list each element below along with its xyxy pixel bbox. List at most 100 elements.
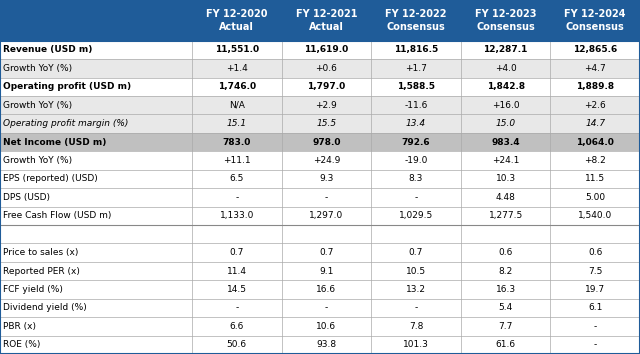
Text: +16.0: +16.0 bbox=[492, 101, 520, 110]
Text: 10.3: 10.3 bbox=[495, 175, 516, 183]
Text: PBR (x): PBR (x) bbox=[3, 322, 36, 331]
Text: +1.7: +1.7 bbox=[405, 64, 427, 73]
FancyBboxPatch shape bbox=[0, 299, 640, 317]
Text: 10.5: 10.5 bbox=[406, 267, 426, 275]
Text: +24.9: +24.9 bbox=[313, 156, 340, 165]
Text: Consensus: Consensus bbox=[387, 22, 445, 32]
Text: 93.8: 93.8 bbox=[316, 340, 337, 349]
Text: 10.6: 10.6 bbox=[316, 322, 337, 331]
FancyBboxPatch shape bbox=[0, 151, 640, 170]
Text: 5.4: 5.4 bbox=[499, 303, 513, 313]
Text: 1,297.0: 1,297.0 bbox=[309, 211, 344, 220]
Text: 11.4: 11.4 bbox=[227, 267, 247, 275]
FancyBboxPatch shape bbox=[0, 0, 640, 41]
Text: Growth YoY (%): Growth YoY (%) bbox=[3, 101, 72, 110]
Text: 1,277.5: 1,277.5 bbox=[488, 211, 523, 220]
Text: Actual: Actual bbox=[220, 22, 254, 32]
Text: 11,619.0: 11,619.0 bbox=[304, 45, 349, 55]
FancyBboxPatch shape bbox=[0, 188, 640, 207]
Text: 13.2: 13.2 bbox=[406, 285, 426, 294]
Text: Growth YoY (%): Growth YoY (%) bbox=[3, 64, 72, 73]
FancyBboxPatch shape bbox=[0, 262, 640, 280]
FancyBboxPatch shape bbox=[0, 78, 640, 96]
Text: 11,551.0: 11,551.0 bbox=[215, 45, 259, 55]
Text: FY 12-2023: FY 12-2023 bbox=[475, 9, 536, 19]
Text: 7.5: 7.5 bbox=[588, 267, 602, 275]
Text: +0.6: +0.6 bbox=[316, 64, 337, 73]
Text: 1,133.0: 1,133.0 bbox=[220, 211, 254, 220]
Text: -: - bbox=[414, 193, 418, 202]
Text: 61.6: 61.6 bbox=[495, 340, 516, 349]
FancyBboxPatch shape bbox=[0, 207, 640, 225]
Text: Consensus: Consensus bbox=[476, 22, 535, 32]
Text: 1,588.5: 1,588.5 bbox=[397, 82, 435, 91]
Text: 1,842.8: 1,842.8 bbox=[486, 82, 525, 91]
Text: DPS (USD): DPS (USD) bbox=[3, 193, 50, 202]
Text: 15.5: 15.5 bbox=[316, 119, 337, 128]
Text: -11.6: -11.6 bbox=[404, 101, 428, 110]
Text: 1,029.5: 1,029.5 bbox=[399, 211, 433, 220]
Text: 50.6: 50.6 bbox=[227, 340, 247, 349]
Text: -19.0: -19.0 bbox=[404, 156, 428, 165]
Text: FY 12-2021: FY 12-2021 bbox=[296, 9, 357, 19]
Text: Net Income (USD m): Net Income (USD m) bbox=[3, 138, 107, 147]
Text: 792.6: 792.6 bbox=[402, 138, 430, 147]
Text: Revenue (USD m): Revenue (USD m) bbox=[3, 45, 93, 55]
Text: +4.7: +4.7 bbox=[584, 64, 606, 73]
Text: -: - bbox=[324, 303, 328, 313]
FancyBboxPatch shape bbox=[0, 133, 640, 151]
Text: 4.48: 4.48 bbox=[495, 193, 516, 202]
Text: 101.3: 101.3 bbox=[403, 340, 429, 349]
Text: 13.4: 13.4 bbox=[406, 119, 426, 128]
Text: Growth YoY (%): Growth YoY (%) bbox=[3, 156, 72, 165]
Text: -: - bbox=[235, 303, 239, 313]
Text: -: - bbox=[414, 303, 418, 313]
Text: 12,865.6: 12,865.6 bbox=[573, 45, 618, 55]
Text: -: - bbox=[324, 193, 328, 202]
Text: 0.7: 0.7 bbox=[230, 248, 244, 257]
FancyBboxPatch shape bbox=[0, 114, 640, 133]
Text: 1,540.0: 1,540.0 bbox=[578, 211, 612, 220]
Text: 983.4: 983.4 bbox=[492, 138, 520, 147]
Text: -: - bbox=[593, 322, 597, 331]
Text: 783.0: 783.0 bbox=[223, 138, 251, 147]
Text: 0.6: 0.6 bbox=[499, 248, 513, 257]
Text: 1,797.0: 1,797.0 bbox=[307, 82, 346, 91]
Text: EPS (reported) (USD): EPS (reported) (USD) bbox=[3, 175, 98, 183]
Text: FCF yield (%): FCF yield (%) bbox=[3, 285, 63, 294]
FancyBboxPatch shape bbox=[0, 170, 640, 188]
Text: Reported PER (x): Reported PER (x) bbox=[3, 267, 80, 275]
FancyBboxPatch shape bbox=[0, 280, 640, 299]
Text: 16.3: 16.3 bbox=[495, 285, 516, 294]
Text: -: - bbox=[593, 340, 597, 349]
Text: 14.5: 14.5 bbox=[227, 285, 247, 294]
Text: 1,889.8: 1,889.8 bbox=[576, 82, 614, 91]
Text: Price to sales (x): Price to sales (x) bbox=[3, 248, 79, 257]
Text: Consensus: Consensus bbox=[566, 22, 625, 32]
Text: +2.6: +2.6 bbox=[584, 101, 606, 110]
Text: Operating profit margin (%): Operating profit margin (%) bbox=[3, 119, 129, 128]
Text: FY 12-2020: FY 12-2020 bbox=[206, 9, 268, 19]
Text: 0.7: 0.7 bbox=[409, 248, 423, 257]
Text: 6.5: 6.5 bbox=[230, 175, 244, 183]
Text: +4.0: +4.0 bbox=[495, 64, 516, 73]
FancyBboxPatch shape bbox=[0, 225, 640, 244]
Text: N/A: N/A bbox=[229, 101, 244, 110]
FancyBboxPatch shape bbox=[0, 244, 640, 262]
Text: 0.7: 0.7 bbox=[319, 248, 333, 257]
Text: 8.3: 8.3 bbox=[409, 175, 423, 183]
FancyBboxPatch shape bbox=[0, 336, 640, 354]
Text: 19.7: 19.7 bbox=[585, 285, 605, 294]
Text: FY 12-2022: FY 12-2022 bbox=[385, 9, 447, 19]
Text: 15.0: 15.0 bbox=[495, 119, 516, 128]
Text: ROE (%): ROE (%) bbox=[3, 340, 40, 349]
Text: 16.6: 16.6 bbox=[316, 285, 337, 294]
Text: 11,816.5: 11,816.5 bbox=[394, 45, 438, 55]
Text: Actual: Actual bbox=[309, 22, 344, 32]
Text: 6.6: 6.6 bbox=[230, 322, 244, 331]
Text: +2.9: +2.9 bbox=[316, 101, 337, 110]
Text: 1,064.0: 1,064.0 bbox=[576, 138, 614, 147]
Text: 15.1: 15.1 bbox=[227, 119, 247, 128]
Text: +1.4: +1.4 bbox=[226, 64, 248, 73]
Text: 8.2: 8.2 bbox=[499, 267, 513, 275]
